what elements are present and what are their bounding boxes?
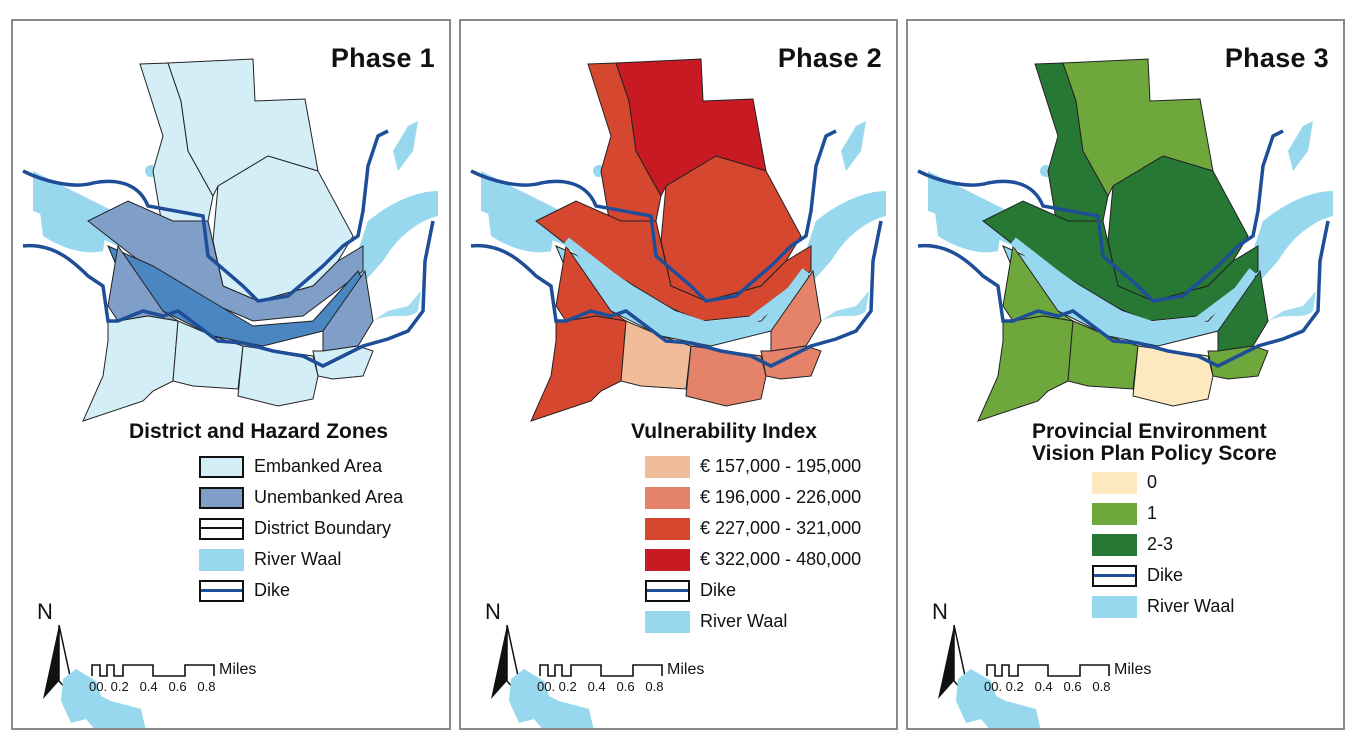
river-waal-swatch — [1092, 595, 1137, 618]
scale-bar-graphic — [539, 664, 663, 677]
map-panel-phase-3: Phase 3 Provincial Environment Vision Pl… — [906, 19, 1345, 730]
map-panel-phase-1: Phase 1 District and Hazard Zones Embank… — [11, 19, 451, 730]
legend-item-score-0: 0 — [1092, 467, 1277, 498]
scale-unit-label: Miles — [667, 661, 705, 678]
map-panel-phase-2: Phase 2 Vulnerability Index € 157,000 - … — [459, 19, 898, 730]
legend-item-dike: Dike — [199, 575, 403, 606]
scale-bar: Miles 00. 0.2 0.4 0.6 0.8 — [89, 661, 291, 703]
scale-bar: Miles 00. 0.2 0.4 0.6 0.8 — [984, 661, 1186, 703]
vuln-class-2-swatch — [645, 486, 690, 509]
river-shape-decor — [956, 669, 1041, 728]
vuln-class-1-swatch — [645, 455, 690, 478]
legend-item-vuln-class-2: € 196,000 - 226,000 — [645, 482, 861, 513]
north-letter: N — [485, 599, 501, 624]
legend-policy-score: Provincial Environment Vision Plan Polic… — [1032, 421, 1277, 622]
dike-swatch — [645, 579, 690, 602]
legend-district-hazard-zones: District and Hazard Zones Embanked Area … — [129, 421, 403, 606]
dike-swatch — [1092, 564, 1137, 587]
legend-item-score-1: 1 — [1092, 498, 1277, 529]
scale-bar-graphic — [986, 664, 1110, 677]
scale-tick-labels: 00. 0.2 0.4 0.6 0.8 — [89, 679, 216, 694]
legend-title-line-1: Provincial Environment — [1032, 420, 1267, 443]
scale-tick-labels: 00. 0.2 0.4 0.6 0.8 — [984, 679, 1111, 694]
legend-item-embanked-area: Embanked Area — [199, 451, 403, 482]
legend-item-vuln-class-3: € 227,000 - 321,000 — [645, 513, 861, 544]
map-phase-2 — [470, 58, 886, 422]
vuln-class-4-swatch — [645, 548, 690, 571]
map-phase-3 — [917, 58, 1333, 422]
legend-item-dike: Dike — [1092, 560, 1277, 591]
unembanked-area-swatch — [199, 486, 244, 509]
river-shape-decor — [61, 669, 146, 728]
dike-swatch — [199, 579, 244, 602]
legend-item-district-boundary: District Boundary — [199, 513, 403, 544]
north-letter: N — [932, 599, 948, 624]
phase-title: Phase 2 — [777, 43, 882, 73]
score-0-swatch — [1092, 471, 1137, 494]
river-waal-swatch — [199, 548, 244, 571]
vuln-class-3-swatch — [645, 517, 690, 540]
score-1-swatch — [1092, 502, 1137, 525]
legend-vulnerability-index: Vulnerability Index € 157,000 - 195,000 … — [631, 421, 861, 637]
legend-title: Vulnerability Index — [631, 420, 817, 443]
legend-item-unembanked-area: Unembanked Area — [199, 482, 403, 513]
score-2-3-swatch — [1092, 533, 1137, 556]
legend-item-vuln-class-1: € 157,000 - 195,000 — [645, 451, 861, 482]
scale-bar-graphic — [91, 664, 215, 677]
scale-unit-label: Miles — [219, 661, 257, 678]
scale-tick-labels: 00. 0.2 0.4 0.6 0.8 — [537, 679, 664, 694]
legend-item-score-2-3: 2-3 — [1092, 529, 1277, 560]
legend-item-vuln-class-4: € 322,000 - 480,000 — [645, 544, 861, 575]
legend-item-river-waal: River Waal — [645, 606, 861, 637]
legend-title-line-2: Vision Plan Policy Score — [1032, 442, 1277, 465]
phase-title: Phase 3 — [1224, 43, 1329, 73]
district-boundary-swatch — [199, 517, 244, 540]
legend-item-river-waal: River Waal — [199, 544, 403, 575]
north-letter: N — [37, 599, 53, 624]
phase-title: Phase 1 — [330, 43, 435, 73]
river-waal-swatch — [645, 610, 690, 633]
scale-bar: Miles 00. 0.2 0.4 0.6 0.8 — [537, 661, 739, 703]
map-phase-1 — [22, 58, 438, 422]
scale-unit-label: Miles — [1114, 661, 1152, 678]
legend-item-dike: Dike — [645, 575, 861, 606]
embanked-area-swatch — [199, 455, 244, 478]
river-shape-decor — [509, 669, 594, 728]
legend-title: District and Hazard Zones — [129, 420, 389, 443]
legend-item-river-waal: River Waal — [1092, 591, 1277, 622]
